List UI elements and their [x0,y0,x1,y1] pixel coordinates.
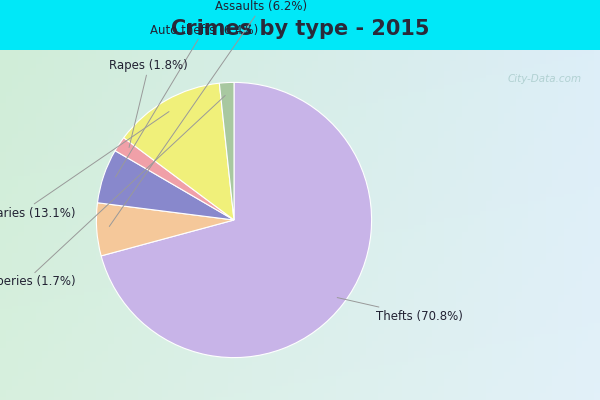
Wedge shape [97,151,234,220]
Wedge shape [115,138,234,220]
Wedge shape [97,203,234,256]
Text: Auto thefts (6.4%): Auto thefts (6.4%) [116,24,258,177]
Text: Robberies (1.7%): Robberies (1.7%) [0,96,225,288]
Text: Crimes by type - 2015: Crimes by type - 2015 [171,19,429,39]
Text: City-Data.com: City-Data.com [508,74,582,84]
Text: Rapes (1.8%): Rapes (1.8%) [109,59,188,148]
Text: Assaults (6.2%): Assaults (6.2%) [109,0,308,226]
Wedge shape [220,82,234,220]
Wedge shape [124,83,234,220]
Text: Burglaries (13.1%): Burglaries (13.1%) [0,112,169,220]
Wedge shape [101,82,371,358]
Text: Thefts (70.8%): Thefts (70.8%) [337,298,463,323]
